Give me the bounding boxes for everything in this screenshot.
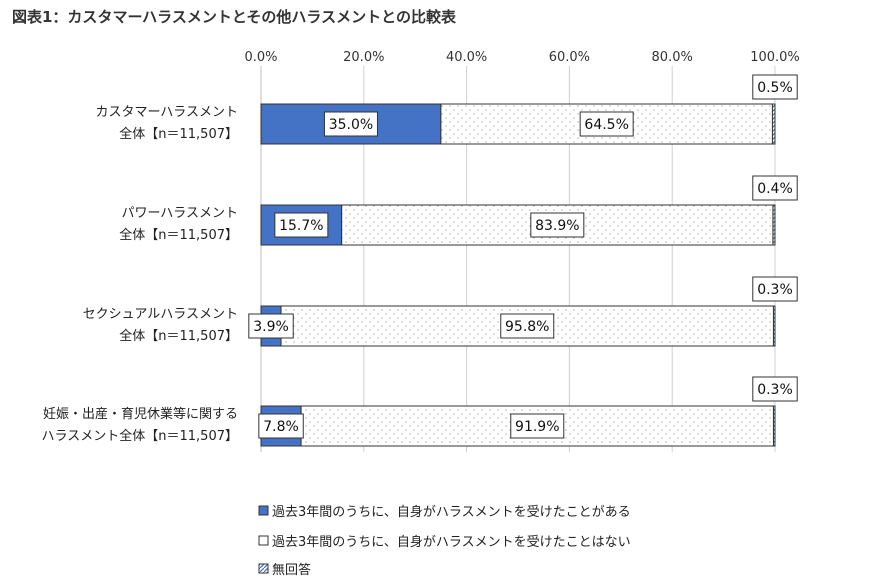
data-label-box	[258, 413, 304, 439]
category-label: ハラスメント全体【n＝11,507】	[42, 428, 238, 444]
category-label: カスタマーハラスメント	[96, 105, 238, 120]
legend-label: 無回答	[272, 562, 311, 578]
bar-segment	[772, 204, 776, 246]
x-tick-label: 20.0%	[343, 50, 384, 65]
data-label-box	[248, 313, 294, 339]
bar-segment	[771, 103, 776, 145]
category-label: 妊娠・出産・育児休業等に関する	[43, 406, 238, 422]
data-label: 0.3%	[757, 282, 793, 298]
data-label: 0.3%	[757, 382, 793, 398]
data-label-box	[530, 212, 585, 238]
data-label: 64.5%	[584, 117, 628, 133]
data-label-box	[323, 111, 378, 137]
chart-title: 図表1：カスタマーハラスメントとその他ハラスメントとの比較表	[12, 8, 456, 26]
data-label-box	[752, 175, 798, 201]
data-label-box	[500, 313, 555, 339]
category-label: 全体【n＝11,507】	[119, 328, 238, 344]
data-label: 83.9%	[535, 218, 579, 234]
data-label: 0.5%	[757, 80, 793, 96]
x-tick-label: 0.0%	[244, 50, 277, 65]
bar-segment	[772, 405, 776, 447]
legend-swatch	[258, 563, 269, 574]
data-label-box	[752, 376, 798, 402]
legend-swatch	[258, 535, 269, 546]
data-label-box	[752, 74, 798, 100]
category-label: 全体【n＝11,507】	[119, 227, 238, 243]
data-label: 3.9%	[253, 319, 289, 335]
data-label-box	[579, 111, 634, 137]
data-label: 7.8%	[263, 419, 299, 435]
data-label: 95.8%	[505, 319, 549, 335]
bar-segment	[772, 305, 776, 347]
legend-swatch	[258, 505, 269, 516]
data-label-box	[752, 276, 798, 302]
category-label: セクシュアルハラスメント	[83, 307, 238, 322]
x-tick-label: 40.0%	[446, 50, 487, 65]
x-tick-label: 60.0%	[549, 50, 590, 65]
data-label: 91.9%	[515, 419, 559, 435]
legend-label: 過去3年間のうちに、自身がハラスメントを受けたことはない	[272, 534, 631, 550]
legend-label: 過去3年間のうちに、自身がハラスメントを受けたことがある	[272, 504, 631, 520]
x-tick-label: 80.0%	[652, 50, 693, 65]
data-label-box	[274, 212, 329, 238]
category-label: 全体【n＝11,507】	[119, 126, 238, 142]
x-tick-label: 100.0%	[750, 50, 800, 65]
data-label-box	[510, 413, 565, 439]
data-label: 15.7%	[279, 218, 323, 234]
category-label: パワーハラスメント	[122, 206, 238, 221]
data-label: 0.4%	[757, 181, 793, 197]
data-label: 35.0%	[329, 117, 373, 133]
